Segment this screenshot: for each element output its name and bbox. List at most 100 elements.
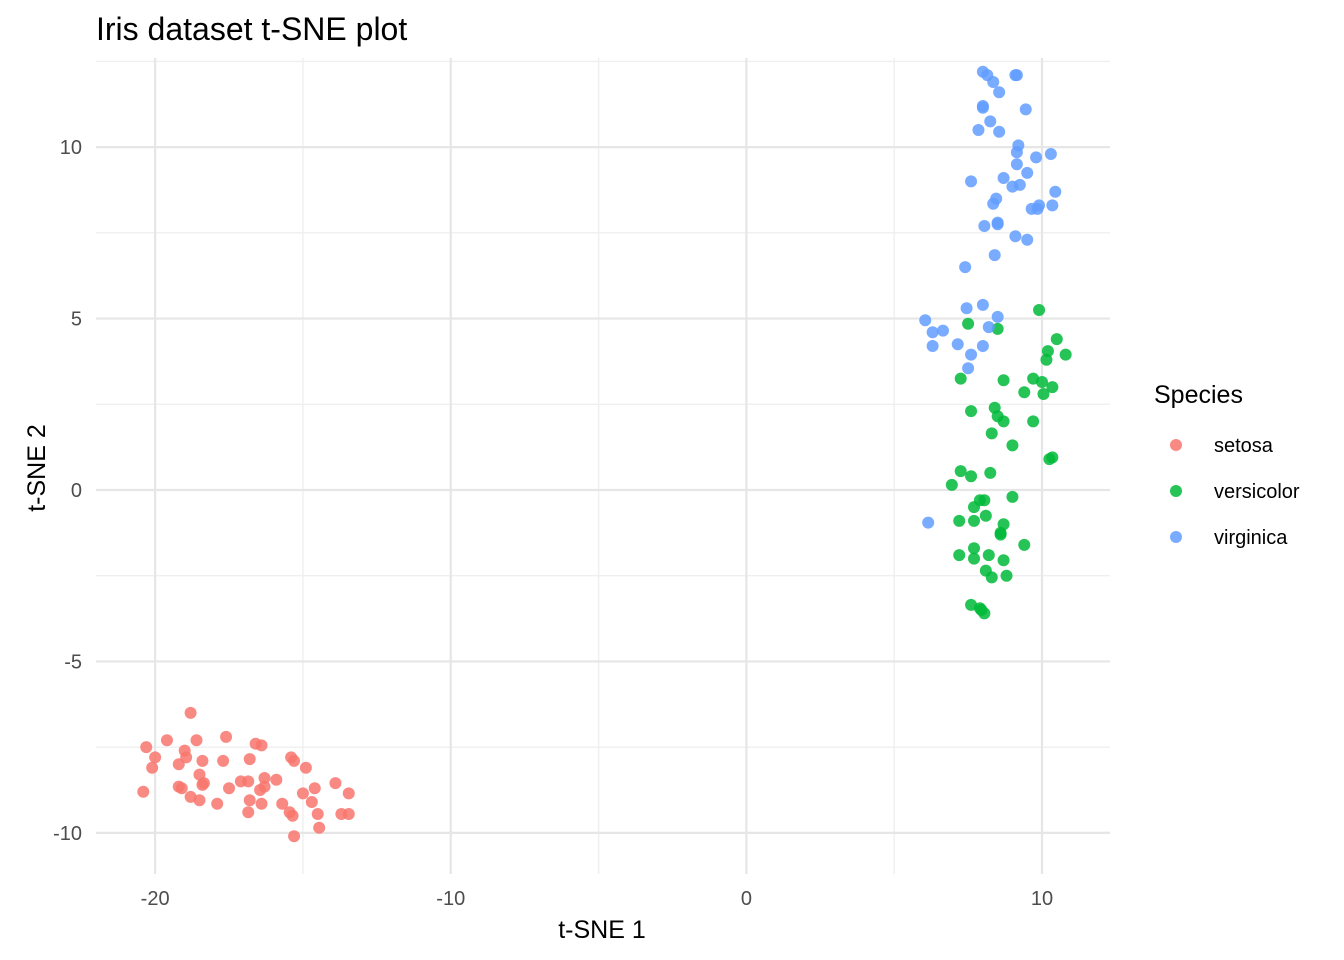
- point-setosa: [197, 777, 210, 790]
- point-versicolor: [1040, 353, 1053, 366]
- point-virginica: [987, 76, 1000, 88]
- point-versicolor: [953, 549, 966, 562]
- point-versicolor: [1018, 386, 1031, 399]
- legend-key-setosa: [1170, 439, 1182, 451]
- point-virginica: [993, 125, 1006, 138]
- point-virginica: [1010, 146, 1023, 159]
- point-setosa: [137, 785, 150, 798]
- point-virginica: [1010, 69, 1023, 82]
- point-virginica: [978, 220, 991, 232]
- point-versicolor: [1037, 388, 1050, 400]
- point-virginica: [926, 326, 939, 339]
- point-setosa: [286, 809, 299, 822]
- point-versicolor: [968, 552, 981, 565]
- point-versicolor: [945, 478, 958, 491]
- legend-label-virginica: virginica: [1214, 527, 1288, 549]
- point-setosa: [242, 775, 255, 788]
- point-virginica: [987, 197, 1000, 210]
- point-versicolor: [978, 607, 991, 620]
- point-virginica: [959, 261, 972, 274]
- point-versicolor: [997, 374, 1010, 387]
- point-virginica: [1009, 230, 1022, 243]
- point-versicolor: [985, 571, 998, 584]
- point-versicolor: [997, 415, 1010, 428]
- point-virginica: [991, 218, 1004, 231]
- point-versicolor: [997, 554, 1010, 567]
- point-setosa: [308, 782, 321, 795]
- point-virginica: [951, 338, 964, 351]
- point-versicolor: [965, 470, 978, 483]
- point-setosa: [196, 754, 209, 767]
- point-virginica: [1046, 199, 1059, 212]
- point-setosa: [276, 797, 289, 810]
- point-virginica: [976, 298, 989, 311]
- y-tick-label: -10: [53, 823, 82, 845]
- point-setosa: [190, 734, 203, 747]
- point-versicolor: [1006, 439, 1019, 452]
- point-versicolor: [982, 549, 995, 562]
- point-setosa: [288, 754, 301, 767]
- point-setosa: [270, 773, 283, 786]
- axis-ticks: -20 -10 0 10 -10 -5 0 5 10: [53, 137, 1053, 910]
- point-setosa: [184, 706, 197, 719]
- x-tick-label: -20: [141, 888, 170, 910]
- point-virginica: [1031, 202, 1044, 215]
- point-virginica: [972, 124, 985, 136]
- point-setosa: [217, 754, 230, 767]
- point-versicolor: [1043, 453, 1056, 466]
- point-versicolor: [994, 528, 1007, 541]
- point-setosa: [220, 730, 233, 743]
- point-virginica: [997, 172, 1010, 184]
- point-setosa: [296, 787, 309, 800]
- point-virginica: [965, 175, 978, 188]
- legend-title: Species: [1154, 381, 1243, 409]
- chart-title: Iris dataset t-SNE plot: [96, 11, 407, 47]
- point-setosa: [146, 761, 159, 774]
- point-virginica: [991, 310, 1004, 323]
- point-setosa: [149, 751, 162, 764]
- point-setosa: [342, 787, 355, 800]
- point-versicolor: [954, 372, 967, 385]
- point-virginica: [1006, 180, 1019, 193]
- point-virginica: [936, 324, 949, 337]
- point-virginica: [962, 362, 975, 375]
- point-versicolor: [1006, 490, 1019, 503]
- legend: Species setosa versicolor virginica: [1154, 381, 1300, 549]
- y-tick-label: 0: [71, 480, 82, 502]
- point-setosa: [305, 796, 318, 808]
- point-virginica: [1021, 166, 1034, 179]
- point-setosa: [299, 761, 312, 774]
- point-setosa: [243, 753, 256, 766]
- point-setosa: [172, 758, 185, 771]
- y-tick-label: 10: [60, 137, 82, 159]
- point-setosa: [258, 780, 271, 793]
- point-versicolor: [1059, 348, 1072, 361]
- point-versicolor: [1018, 538, 1031, 551]
- point-virginica: [1030, 151, 1043, 164]
- point-setosa: [242, 806, 255, 819]
- point-versicolor: [985, 427, 998, 440]
- point-setosa: [223, 782, 236, 795]
- point-versicolor: [962, 317, 975, 330]
- point-virginica: [982, 321, 995, 334]
- point-virginica: [1044, 148, 1057, 160]
- point-virginica: [1010, 158, 1023, 171]
- point-versicolor: [978, 494, 991, 507]
- x-axis-title: t-SNE 1: [558, 916, 646, 944]
- point-virginica: [919, 314, 932, 327]
- point-virginica: [984, 115, 997, 128]
- y-tick-label: 5: [71, 309, 82, 331]
- point-virginica: [993, 86, 1006, 99]
- point-virginica: [926, 340, 939, 352]
- y-axis-title: t-SNE 2: [23, 424, 51, 512]
- point-virginica: [976, 101, 989, 114]
- x-tick-label: 0: [741, 888, 752, 910]
- data-points: [137, 65, 1072, 843]
- point-setosa: [255, 739, 268, 752]
- point-setosa: [288, 830, 301, 843]
- point-versicolor: [954, 465, 967, 478]
- legend-key-virginica: [1170, 531, 1182, 543]
- point-virginica: [988, 249, 1001, 262]
- point-virginica: [922, 516, 935, 529]
